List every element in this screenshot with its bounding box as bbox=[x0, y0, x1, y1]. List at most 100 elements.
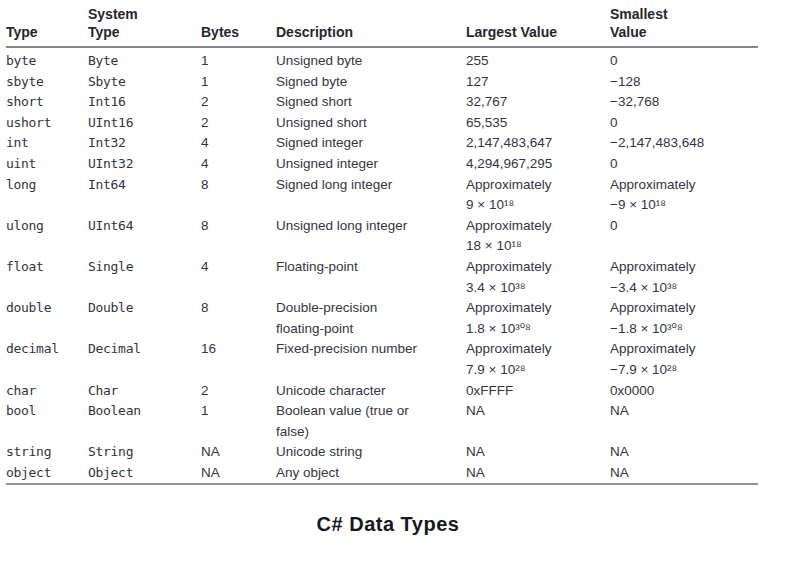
cell-description: Unsigned byte bbox=[276, 47, 466, 72]
cell-smallest: NA bbox=[610, 463, 758, 485]
cell-smallest: Approximately −3.4 × 10³⁸ bbox=[610, 257, 758, 298]
cell-smallest: 0 bbox=[610, 47, 758, 72]
col-header-description: Description bbox=[276, 4, 466, 47]
cell-largest: NA bbox=[466, 442, 610, 463]
cell-bytes: 8 bbox=[201, 216, 276, 257]
table-header-row: Type System Type Bytes Description Large… bbox=[6, 4, 758, 47]
cell-type: byte bbox=[6, 47, 88, 72]
table-row-bool: bool Boolean 1 Boolean value (true or fa… bbox=[6, 401, 758, 442]
cell-largest: NA bbox=[466, 401, 610, 442]
cell-type: decimal bbox=[6, 339, 88, 380]
cell-system-type: Int16 bbox=[88, 92, 201, 113]
table-row-char: char Char 2 Unicode character 0xFFFF 0x0… bbox=[6, 381, 758, 402]
cell-system-type: Sbyte bbox=[88, 72, 201, 93]
cell-type: char bbox=[6, 381, 88, 402]
cell-largest: Approximately 3.4 × 10³⁸ bbox=[466, 257, 610, 298]
col-header-system-type: System Type bbox=[88, 4, 201, 47]
cell-description: Boolean value (true or false) bbox=[276, 401, 466, 442]
col-header-bytes: Bytes bbox=[201, 4, 276, 47]
cell-largest: Approximately 9 × 10¹⁸ bbox=[466, 175, 610, 216]
cell-type: short bbox=[6, 92, 88, 113]
cell-bytes: 4 bbox=[201, 154, 276, 175]
cell-smallest: 0 bbox=[610, 113, 758, 134]
table-row-decimal: decimal Decimal 16 Fixed-precision numbe… bbox=[6, 339, 758, 380]
cell-system-type: Int32 bbox=[88, 133, 201, 154]
cell-largest: 2,147,483,647 bbox=[466, 133, 610, 154]
cell-smallest: Approximately −1.8 × 10³⁰⁸ bbox=[610, 298, 758, 339]
table-row-ushort: ushort UInt16 2 Unsigned short 65,535 0 bbox=[6, 113, 758, 134]
cell-bytes: 2 bbox=[201, 92, 276, 113]
cell-type: uint bbox=[6, 154, 88, 175]
cell-description: Unsigned long integer bbox=[276, 216, 466, 257]
cell-largest: 255 bbox=[466, 47, 610, 72]
table-row-int: int Int32 4 Signed integer 2,147,483,647… bbox=[6, 133, 758, 154]
col-header-largest-value: Largest Value bbox=[466, 4, 610, 47]
cell-type: int bbox=[6, 133, 88, 154]
table-row-ulong: ulong UInt64 8 Unsigned long integer App… bbox=[6, 216, 758, 257]
cell-system-type: Boolean bbox=[88, 401, 201, 442]
cell-type: double bbox=[6, 298, 88, 339]
cell-system-type: Object bbox=[88, 463, 201, 485]
cell-system-type: UInt32 bbox=[88, 154, 201, 175]
table-row-object: object Object NA Any object NA NA bbox=[6, 463, 758, 485]
cell-bytes: 1 bbox=[201, 47, 276, 72]
table-row-float: float Single 4 Floating-point Approximat… bbox=[6, 257, 758, 298]
cell-smallest: NA bbox=[610, 401, 758, 442]
cell-type: object bbox=[6, 463, 88, 485]
cell-description: Unsigned short bbox=[276, 113, 466, 134]
cell-description: Unicode character bbox=[276, 381, 466, 402]
cell-bytes: 4 bbox=[201, 257, 276, 298]
cell-description: Signed long integer bbox=[276, 175, 466, 216]
cell-description: Signed byte bbox=[276, 72, 466, 93]
cell-system-type: Single bbox=[88, 257, 201, 298]
cell-largest: Approximately 7.9 × 10²⁸ bbox=[466, 339, 610, 380]
cell-bytes: 2 bbox=[201, 113, 276, 134]
page: Type System Type Bytes Description Large… bbox=[0, 0, 785, 536]
cell-largest: 0xFFFF bbox=[466, 381, 610, 402]
cell-smallest: 0 bbox=[610, 216, 758, 257]
cell-system-type: UInt64 bbox=[88, 216, 201, 257]
cell-type: sbyte bbox=[6, 72, 88, 93]
col-header-smallest-value: Smallest Value bbox=[610, 4, 758, 47]
cell-system-type: Byte bbox=[88, 47, 201, 72]
cell-largest: 4,294,967,295 bbox=[466, 154, 610, 175]
table-row-uint: uint UInt32 4 Unsigned integer 4,294,967… bbox=[6, 154, 758, 175]
cell-largest: Approximately 1.8 × 10³⁰⁸ bbox=[466, 298, 610, 339]
cell-bytes: NA bbox=[201, 463, 276, 485]
table-row-long: long Int64 8 Signed long integer Approxi… bbox=[6, 175, 758, 216]
table-row-string: string String NA Unicode string NA NA bbox=[6, 442, 758, 463]
cell-smallest: 0 bbox=[610, 154, 758, 175]
cell-description: Any object bbox=[276, 463, 466, 485]
cell-bytes: 4 bbox=[201, 133, 276, 154]
cell-smallest: −2,147,483,648 bbox=[610, 133, 758, 154]
cell-system-type: String bbox=[88, 442, 201, 463]
cell-type: string bbox=[6, 442, 88, 463]
cell-smallest: NA bbox=[610, 442, 758, 463]
table-row-double: double Double 8 Double-precision floatin… bbox=[6, 298, 758, 339]
cell-description: Signed short bbox=[276, 92, 466, 113]
cell-description: Fixed-precision number bbox=[276, 339, 466, 380]
cell-description: Floating-point bbox=[276, 257, 466, 298]
cell-smallest: Approximately −7.9 × 10²⁸ bbox=[610, 339, 758, 380]
cell-smallest: −128 bbox=[610, 72, 758, 93]
cell-bytes: 2 bbox=[201, 381, 276, 402]
cell-description: Unicode string bbox=[276, 442, 466, 463]
cell-largest: 127 bbox=[466, 72, 610, 93]
cell-type: ushort bbox=[6, 113, 88, 134]
cell-type: float bbox=[6, 257, 88, 298]
data-types-table: Type System Type Bytes Description Large… bbox=[6, 4, 758, 485]
cell-description: Unsigned integer bbox=[276, 154, 466, 175]
cell-type: ulong bbox=[6, 216, 88, 257]
cell-description: Signed integer bbox=[276, 133, 466, 154]
table-row-sbyte: sbyte Sbyte 1 Signed byte 127 −128 bbox=[6, 72, 758, 93]
cell-system-type: Char bbox=[88, 381, 201, 402]
cell-system-type: Double bbox=[88, 298, 201, 339]
cell-bytes: NA bbox=[201, 442, 276, 463]
cell-bytes: 16 bbox=[201, 339, 276, 380]
cell-system-type: Decimal bbox=[88, 339, 201, 380]
cell-largest: 65,535 bbox=[466, 113, 610, 134]
cell-system-type: UInt16 bbox=[88, 113, 201, 134]
cell-bytes: 1 bbox=[201, 401, 276, 442]
table-row-short: short Int16 2 Signed short 32,767 −32,76… bbox=[6, 92, 758, 113]
cell-description: Double-precision floating-point bbox=[276, 298, 466, 339]
